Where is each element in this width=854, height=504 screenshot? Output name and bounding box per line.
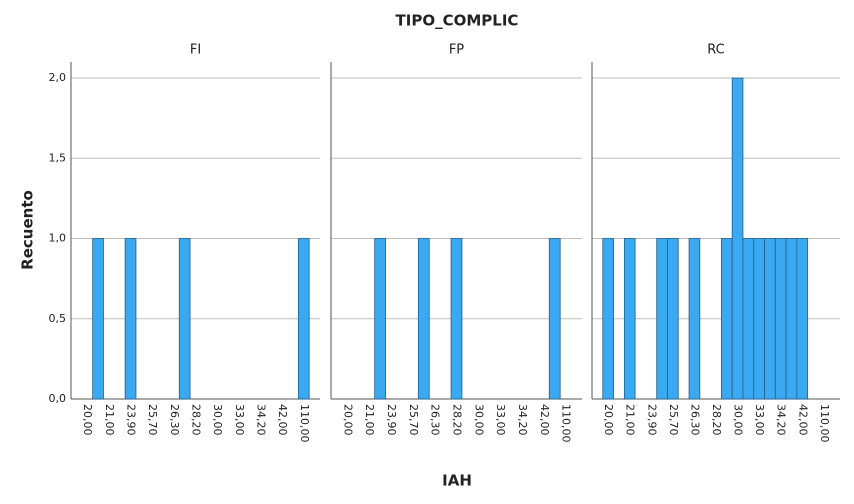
x-tick-label: 23,90 <box>125 404 138 436</box>
x-tick-label: 25,70 <box>146 404 159 436</box>
bar <box>124 238 137 400</box>
x-tick-label: 20,00 <box>602 404 615 436</box>
x-tick-label: 25,70 <box>667 404 680 436</box>
y-tick-label: 1,5 <box>49 151 67 164</box>
x-tick-label: 30,00 <box>732 404 745 436</box>
x-tick-label: 20,00 <box>341 404 354 436</box>
x-tick-label: 110,00 <box>298 404 311 443</box>
x-tick-label: 30,00 <box>472 404 485 436</box>
x-tick-label: 25,70 <box>407 404 420 436</box>
x-tick-label: 20,00 <box>81 404 94 436</box>
x-tick-label: 34,20 <box>775 404 788 436</box>
bar <box>753 238 765 400</box>
x-axis-label: IAH <box>442 472 472 490</box>
y-tick-label: 0,5 <box>49 312 67 325</box>
chart-title: TIPO_COMPLIC <box>396 12 519 30</box>
x-tick-label: 21,00 <box>363 404 376 436</box>
bar <box>602 238 614 400</box>
x-tick-label: 26,30 <box>429 404 442 436</box>
x-tick-label: 26,30 <box>688 404 701 436</box>
x-tick-label: 23,90 <box>385 404 398 436</box>
x-tick-label: 110,00 <box>818 404 831 443</box>
x-tick-label: 28,20 <box>190 404 203 436</box>
bar <box>774 238 787 400</box>
bar <box>667 238 679 400</box>
y-tick-label: 2,0 <box>49 71 67 84</box>
panel-title: FI <box>190 43 201 58</box>
bar <box>731 77 744 400</box>
x-tick-label: 110,00 <box>560 404 573 443</box>
x-tick-label: 33,00 <box>753 404 766 436</box>
x-tick-label: 42,00 <box>276 404 289 436</box>
bar <box>785 238 798 400</box>
y-tick-label: 1,0 <box>49 232 67 245</box>
bar <box>720 238 733 400</box>
bar <box>742 238 755 400</box>
bar <box>374 238 386 400</box>
x-tick-label: 34,20 <box>254 404 267 436</box>
bar <box>178 238 191 400</box>
x-tick-label: 21,00 <box>624 404 637 436</box>
bar <box>417 238 430 400</box>
panel-title: RC <box>707 43 724 58</box>
bar <box>92 238 104 400</box>
y-axis-label: Recuento <box>19 190 37 270</box>
x-tick-label: 42,00 <box>796 404 809 436</box>
y-tick-label: 0,0 <box>49 392 67 405</box>
x-tick-label: 34,20 <box>516 404 529 436</box>
x-tick-label: 21,00 <box>103 404 116 436</box>
x-tick-label: 26,30 <box>168 404 181 436</box>
x-tick-label: 42,00 <box>538 404 551 436</box>
x-tick-label: 28,20 <box>451 404 464 436</box>
x-tick-label: 30,00 <box>211 404 224 436</box>
bar <box>688 238 701 400</box>
bar <box>548 238 561 400</box>
x-tick-label: 33,00 <box>494 404 507 436</box>
bar <box>764 238 776 400</box>
bar <box>297 238 310 400</box>
bar <box>656 238 668 400</box>
x-tick-label: 28,20 <box>710 404 723 436</box>
bar <box>450 238 463 400</box>
panel-title: FP <box>449 43 464 58</box>
bar <box>623 238 636 400</box>
x-tick-label: 33,00 <box>233 404 246 436</box>
bar <box>796 238 809 400</box>
x-tick-label: 23,90 <box>645 404 658 436</box>
